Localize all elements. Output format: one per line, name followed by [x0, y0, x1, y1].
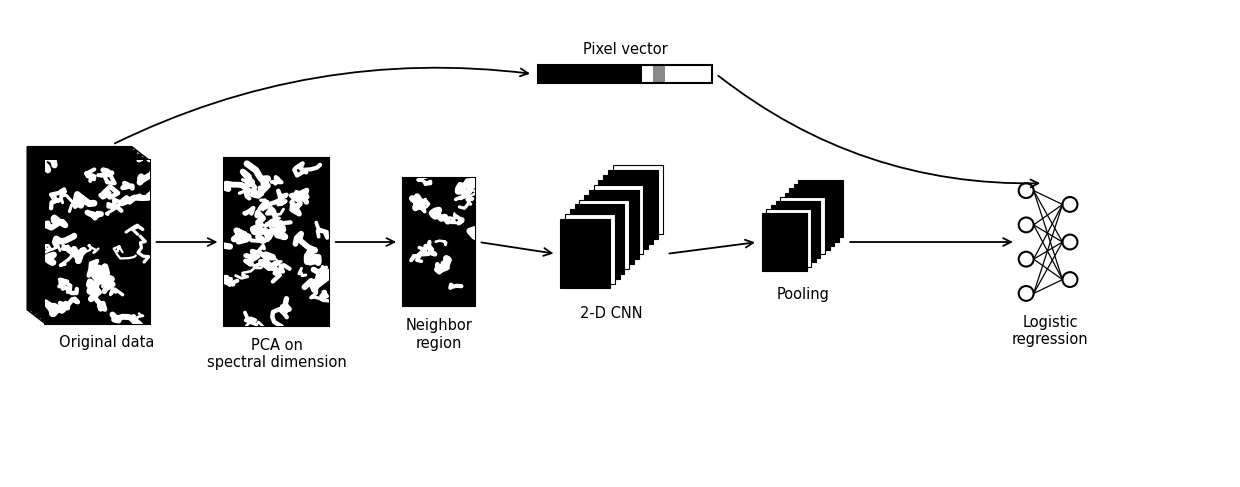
Bar — [403, 178, 475, 306]
Polygon shape — [27, 147, 131, 310]
Bar — [766, 209, 811, 266]
Polygon shape — [36, 153, 140, 317]
Bar — [775, 201, 821, 258]
Bar — [652, 65, 665, 83]
Text: Pixel vector: Pixel vector — [583, 42, 667, 57]
Polygon shape — [27, 147, 150, 160]
Bar — [608, 170, 658, 239]
Bar — [403, 178, 475, 306]
Bar — [794, 184, 838, 242]
Circle shape — [1019, 218, 1034, 232]
Bar — [565, 214, 615, 283]
Bar — [538, 65, 642, 83]
Bar — [560, 219, 610, 288]
Circle shape — [1019, 183, 1034, 198]
Circle shape — [1063, 197, 1078, 212]
Circle shape — [1063, 235, 1078, 249]
Polygon shape — [27, 147, 45, 323]
Text: Original data: Original data — [58, 336, 154, 351]
Bar — [761, 213, 807, 271]
Polygon shape — [41, 157, 145, 320]
Bar — [642, 65, 652, 83]
Bar — [594, 185, 644, 254]
Text: 2-D CNN: 2-D CNN — [580, 306, 642, 321]
Bar — [579, 200, 629, 269]
Bar — [589, 189, 639, 259]
Bar — [604, 175, 653, 244]
Bar — [224, 158, 329, 326]
Bar — [771, 205, 816, 262]
Text: Neighbor
region: Neighbor region — [405, 318, 472, 351]
Bar — [570, 209, 620, 279]
Bar — [665, 65, 712, 83]
Circle shape — [1019, 286, 1034, 301]
Bar — [538, 65, 712, 83]
Bar — [790, 188, 835, 246]
Bar — [799, 180, 843, 238]
Text: Logistic
regression: Logistic regression — [1012, 315, 1089, 347]
Bar — [785, 192, 830, 250]
Bar — [599, 180, 649, 249]
Bar — [45, 160, 150, 323]
Text: PCA on
spectral dimension: PCA on spectral dimension — [207, 338, 346, 370]
Bar — [224, 158, 329, 326]
Bar — [780, 197, 825, 254]
Bar — [574, 205, 625, 274]
Bar — [45, 160, 150, 323]
Bar — [584, 195, 634, 264]
Bar — [613, 165, 662, 234]
Circle shape — [1063, 272, 1078, 287]
Circle shape — [1019, 252, 1034, 266]
Text: Pooling: Pooling — [776, 286, 830, 301]
Polygon shape — [32, 150, 136, 313]
